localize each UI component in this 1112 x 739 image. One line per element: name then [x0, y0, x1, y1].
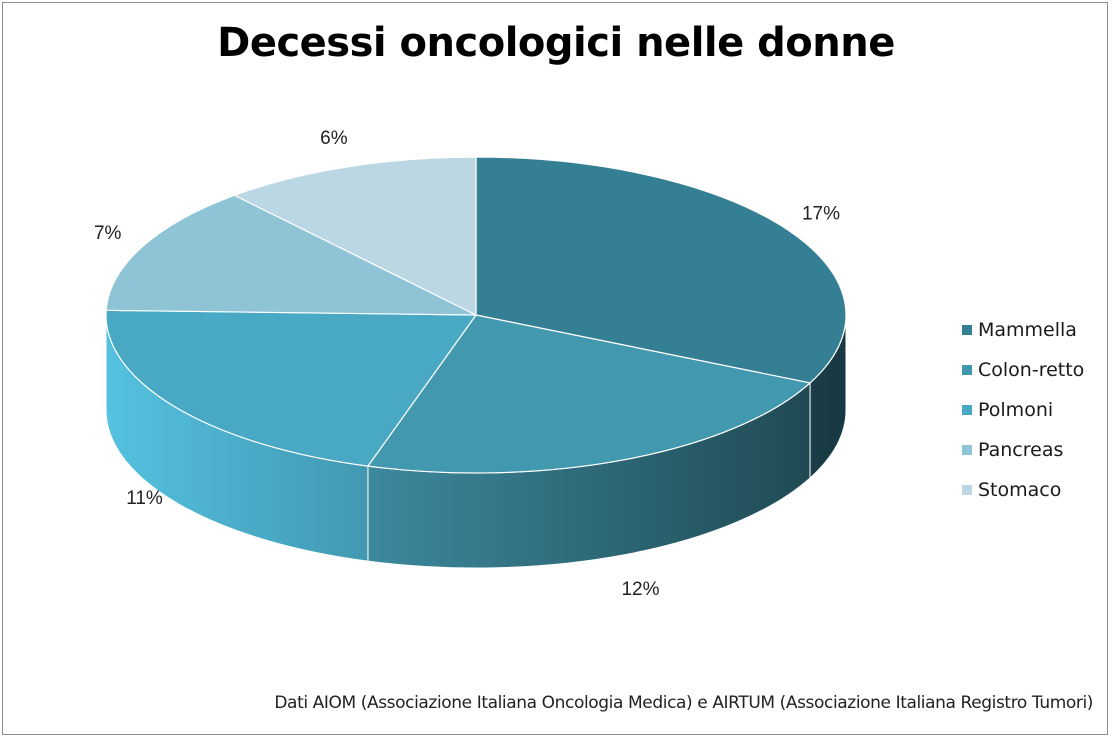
- data-label-mammella: 17%: [802, 204, 840, 225]
- data-label-stomaco: 6%: [320, 128, 348, 149]
- data-label-pancreas: 7%: [94, 223, 122, 244]
- legend-label: Polmoni: [978, 399, 1054, 421]
- pie-slice-pancreas: [105, 194, 477, 316]
- data-label-polmoni: 11%: [126, 488, 163, 509]
- legend-item-mammella: Mammella: [962, 310, 1084, 350]
- data-label-colon-retto: 12%: [621, 579, 659, 600]
- legend-item-pancreas: Pancreas: [962, 430, 1084, 470]
- legend: Mammella Colon-retto Polmoni Pancreas Stomac…: [962, 310, 1084, 510]
- legend-swatch: [962, 325, 972, 335]
- pie-slice-mammella: [475, 156, 847, 384]
- legend-label: Pancreas: [978, 439, 1064, 461]
- legend-item-polmoni: Polmoni: [962, 390, 1084, 430]
- legend-swatch: [962, 445, 972, 455]
- legend-swatch: [962, 365, 972, 375]
- legend-label: Colon-retto: [978, 359, 1085, 381]
- pie-slice-stomaco: [233, 156, 477, 316]
- legend-label: Mammella: [978, 319, 1077, 341]
- legend-item-colon-retto: Colon-retto: [962, 350, 1084, 390]
- legend-label: Stomaco: [978, 479, 1062, 501]
- pie-slice-polmoni: [105, 309, 477, 467]
- pie-slice-colon-retto: [367, 314, 811, 474]
- chart-title: Decessi oncologici nelle donne: [217, 20, 895, 66]
- source-note: Dati AIOM (Associazione Italiana Oncolog…: [274, 693, 1093, 713]
- legend-item-stomaco: Stomaco: [962, 470, 1084, 510]
- legend-swatch: [962, 405, 972, 415]
- legend-swatch: [962, 485, 972, 495]
